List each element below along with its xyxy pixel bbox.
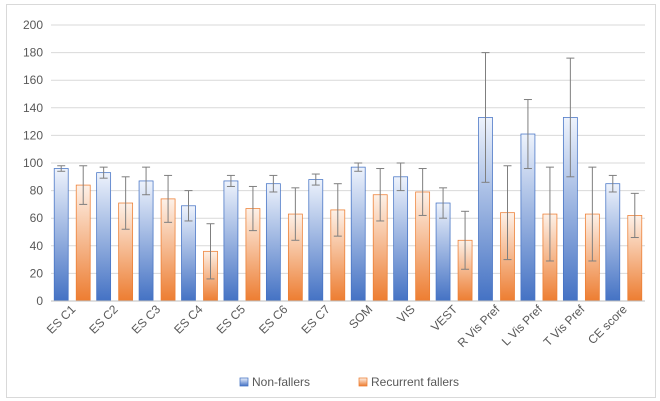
y-tick-label: 180 — [23, 46, 43, 60]
y-tick-label: 60 — [30, 211, 44, 225]
y-tick-label: 120 — [23, 128, 43, 142]
error-bars — [57, 52, 639, 280]
bar-non-fallers — [138, 180, 154, 302]
x-tick-label: SOM — [346, 302, 375, 331]
x-tick-label: ES C4 — [171, 302, 206, 337]
x-tick-label: ES C5 — [214, 302, 249, 337]
x-tick-label: VIS — [394, 302, 418, 326]
x-tick-label: R Vis Pref — [455, 302, 503, 350]
y-tick-label: 100 — [23, 156, 43, 170]
y-tick-label: 200 — [23, 18, 43, 32]
legend-label: Recurrent fallers — [371, 375, 459, 389]
legend-swatch — [358, 377, 368, 387]
legend-swatch — [239, 377, 249, 387]
bar-non-fallers — [350, 166, 366, 302]
bar-non-fallers — [605, 183, 621, 302]
bar-non-fallers — [223, 180, 239, 302]
x-tick-label: VEST — [428, 302, 461, 335]
y-axis-ticks: 0 20 40 60 80 100 120 140 160 180 200 — [23, 18, 43, 308]
legend: Non-fallers Recurrent fallers — [239, 375, 459, 389]
x-tick-label: L Vis Pref — [499, 302, 546, 349]
bar-non-fallers — [308, 179, 324, 302]
y-tick-label: 140 — [23, 101, 43, 115]
y-tick-label: 20 — [30, 266, 44, 280]
bar-non-fallers — [96, 172, 112, 302]
bar-non-fallers — [265, 183, 281, 302]
x-axis-ticks: ES C1 ES C2 ES C3 ES C4 ES C5 ES C6 ES C7 SOM VI… — [44, 302, 630, 350]
x-tick-label: ES C3 — [129, 302, 164, 337]
y-tick-label: 40 — [30, 239, 44, 253]
x-tick-label: ES C6 — [256, 302, 291, 337]
x-tick-label: ES C1 — [44, 302, 79, 337]
y-tick-label: 0 — [36, 294, 43, 308]
legend-label: Non-fallers — [252, 375, 310, 389]
x-tick-label: ES C7 — [298, 302, 333, 337]
bar-non-fallers — [393, 176, 409, 302]
x-tick-label: T Vis Pref — [541, 302, 588, 349]
y-tick-label: 80 — [30, 184, 44, 198]
x-tick-label: CE score — [585, 302, 630, 347]
bar-non-fallers — [53, 168, 69, 302]
y-tick-label: 160 — [23, 73, 43, 87]
x-tick-label: ES C2 — [86, 302, 121, 337]
chart-area: 0 20 40 60 80 100 120 140 160 180 200 ES C1 ES C2 ES… — [6, 4, 656, 398]
